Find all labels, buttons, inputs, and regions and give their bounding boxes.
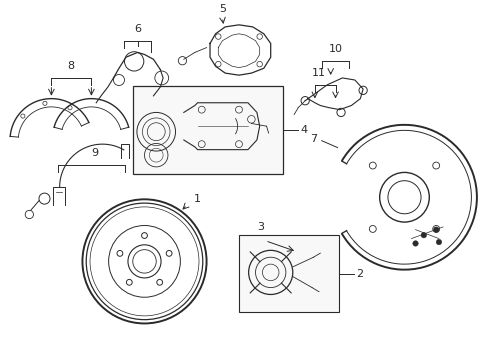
Text: 10: 10 [328, 45, 342, 54]
Circle shape [412, 241, 417, 246]
Bar [133, 86, 283, 175]
Text: 8: 8 [67, 61, 74, 71]
Circle shape [432, 227, 438, 233]
Text: 2: 2 [355, 269, 363, 279]
Text: 1: 1 [194, 194, 201, 204]
Text: 6: 6 [134, 24, 141, 34]
Text: 5: 5 [219, 4, 225, 14]
Bar [239, 235, 338, 312]
Text: 9: 9 [91, 148, 99, 158]
Text: 11: 11 [311, 68, 325, 78]
Circle shape [435, 239, 441, 245]
Text: 7: 7 [309, 134, 316, 144]
Text: 4: 4 [300, 125, 307, 135]
Text: 3: 3 [257, 222, 264, 232]
Circle shape [420, 233, 426, 238]
